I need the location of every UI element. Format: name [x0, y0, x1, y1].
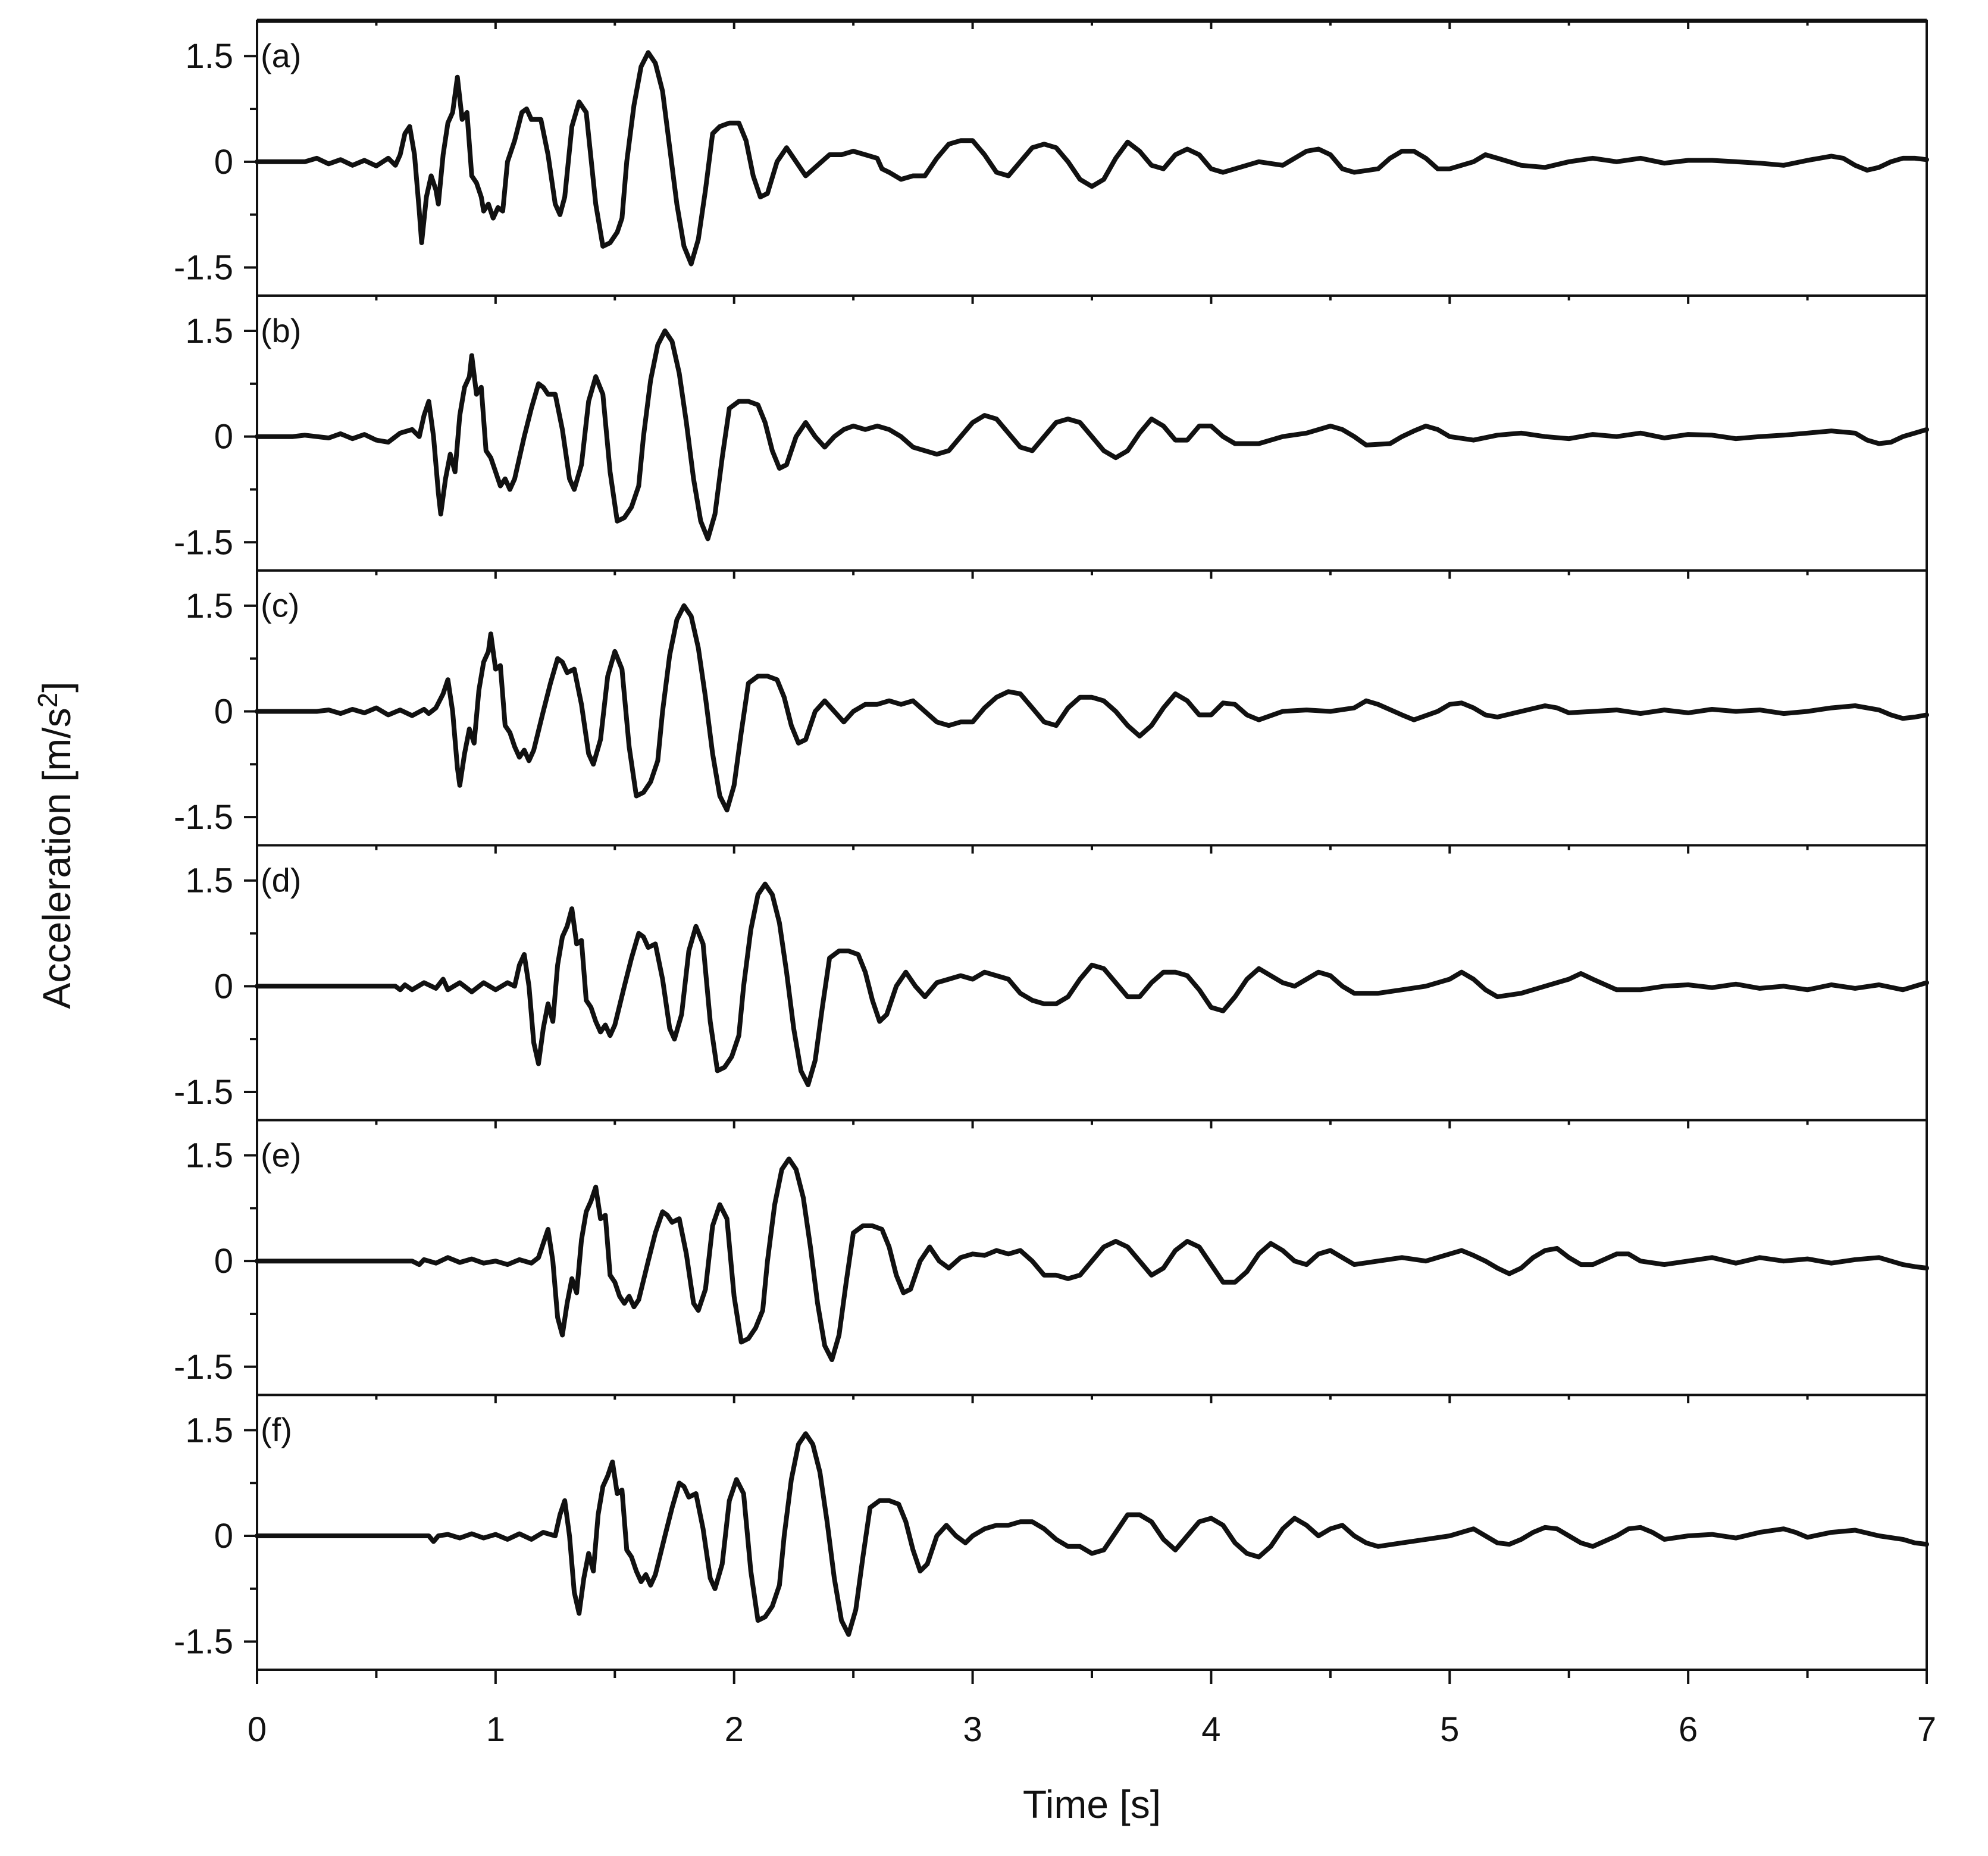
y-tick-label: 1.5: [185, 862, 233, 900]
x-tick-label: 3: [963, 1710, 982, 1749]
panel-label: (c): [261, 587, 299, 624]
y-tick-label: 0: [214, 143, 233, 181]
y-tick-label: 1.5: [185, 1411, 233, 1450]
y-tick-label: -1.5: [174, 798, 233, 837]
y-tick-label: -1.5: [174, 1348, 233, 1386]
panel-label: (b): [261, 312, 301, 349]
y-tick-label: -1.5: [174, 1073, 233, 1112]
x-tick-label: 2: [725, 1710, 744, 1749]
y-tick-label: 0: [214, 693, 233, 731]
y-tick-label: 0: [214, 967, 233, 1006]
panels-group: 1.5 0 -1.5 (a) 1.5 0 -1.5 (b) 1.5 0 -1.5 (c) 1.5 0 -1.…: [174, 18, 1929, 1672]
y-tick-label: 0: [214, 418, 233, 456]
y-tick-label: 1.5: [185, 1137, 233, 1175]
x-tick-label: 1: [486, 1710, 505, 1749]
acceleration-trace: [255, 50, 1929, 267]
acceleration-trace: [255, 1156, 1929, 1362]
x-tick-label: 4: [1201, 1710, 1220, 1749]
y-tick-label: -1.5: [174, 523, 233, 562]
panel-label: (f): [261, 1411, 292, 1448]
panel-label: (d): [261, 862, 301, 899]
y-axis-title-superscript: 2: [32, 693, 63, 708]
x-tick-label: 0: [248, 1710, 267, 1749]
y-tick-label: -1.5: [174, 1623, 233, 1661]
y-axis-title-main: Acceleration [m/s: [35, 708, 79, 1009]
x-axis-title: Time [s]: [1023, 1782, 1161, 1826]
panel-b: 1.5 0 -1.5 (b): [174, 294, 1929, 572]
x-axis: 0 1 2 3 4 5 6 7: [248, 1670, 1936, 1749]
y-tick-label: 1.5: [185, 587, 233, 625]
y-tick-label: 0: [214, 1517, 233, 1555]
acceleration-trace: [255, 328, 1929, 542]
acceleration-trace: [255, 881, 1929, 1088]
panel-label: (a): [261, 37, 301, 74]
y-tick-label: 0: [214, 1242, 233, 1281]
acceleration-trace: [255, 1431, 1929, 1637]
y-tick-label: 1.5: [185, 312, 233, 350]
y-tick-label: 1.5: [185, 37, 233, 76]
y-axis-title: Acceleration [m/s2]: [32, 681, 79, 1009]
x-tick-label: 6: [1679, 1710, 1698, 1749]
panel-label: (e): [261, 1136, 301, 1173]
x-tick-label: 5: [1440, 1710, 1459, 1749]
y-tick-label: -1.5: [174, 248, 233, 287]
y-axis-title-suffix: ]: [35, 681, 79, 692]
acceleration-trace: [255, 603, 1929, 813]
x-tick-label: 7: [1917, 1710, 1936, 1749]
